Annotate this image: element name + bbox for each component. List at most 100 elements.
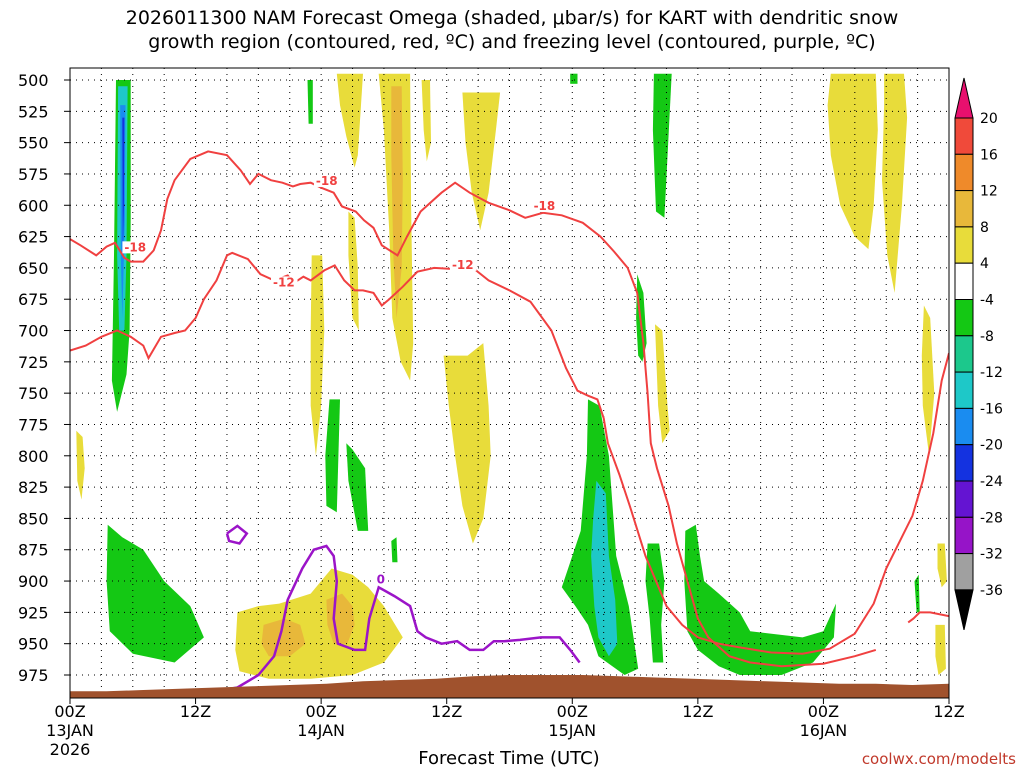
- colorbar-label-9: -20: [980, 438, 1003, 454]
- colorbar-label-0: 20: [980, 111, 998, 127]
- omega-negative-region-5: [307, 80, 313, 124]
- omega-positive-region-6: [310, 255, 325, 456]
- omega-negative-region-4: [106, 524, 204, 663]
- colorbar-box-13: [954, 553, 974, 591]
- omega-negative-region-10: [652, 73, 672, 218]
- temp-contour-0: [70, 150, 877, 668]
- x-tick-label-12: 12Z: [180, 702, 211, 721]
- temp-contour-1: [70, 251, 949, 655]
- y-tick-label-650: 650: [18, 259, 49, 278]
- omega-positive-region-0: [76, 430, 85, 500]
- x-tick-label-84: 12Z: [933, 702, 964, 721]
- x-tick-label-48: 00Z: [557, 702, 588, 721]
- omega-positive-region-9: [655, 324, 670, 444]
- colorbar-label-5: -4: [980, 293, 994, 309]
- colorbar-label-1: 16: [980, 147, 998, 163]
- y-tick-label-850: 850: [18, 509, 49, 528]
- y-tick-label-825: 825: [18, 478, 49, 497]
- colorbar-label-2: 12: [980, 184, 998, 200]
- freezing-contour-0: [200, 544, 581, 696]
- omega-negative-region-6: [325, 399, 340, 513]
- omega-positive-region-5: [348, 211, 359, 331]
- omega-positive-region-11: [882, 73, 908, 293]
- omega-positive-region-16: [261, 618, 306, 657]
- contour-label-0: -18: [316, 174, 338, 188]
- x-tick-date-72: 16JAN: [800, 721, 848, 740]
- contour-label-bg-0: [313, 174, 341, 187]
- contour-label-bg-2: [122, 241, 149, 254]
- contour-label-bg-3: [271, 276, 298, 289]
- contour-label-2: -18: [124, 240, 146, 254]
- colorbar-bottom-triangle: [954, 589, 974, 631]
- chart-title-line-1: 2026011300 NAM Forecast Omega (shaded, μ…: [126, 7, 899, 29]
- colorbar-label-7: -12: [980, 365, 1003, 381]
- x-tick-label-60: 12Z: [682, 702, 713, 721]
- plot-area: [70, 68, 949, 698]
- contour-label-bg-1: [531, 200, 559, 213]
- contour-label-bg-5: [374, 573, 387, 586]
- contour-label-bg-4: [449, 258, 477, 271]
- x-tick-date-24: 14JAN: [297, 721, 345, 740]
- freezing-level-contour: [200, 524, 581, 696]
- omega-negative-region-7: [346, 443, 369, 531]
- x-tick-date-48: 15JAN: [548, 721, 596, 740]
- omega-negative-region-9: [570, 73, 578, 84]
- omega-negative-region-15: [684, 524, 836, 675]
- contour-label-3: -12: [273, 275, 295, 289]
- colorbar-label-8: -16: [980, 401, 1003, 417]
- colorbar-top-triangle: [954, 77, 974, 119]
- y-tick-label-500: 500: [18, 71, 49, 90]
- omega-positive-region-13: [937, 543, 947, 588]
- colorbar-box-11: [954, 480, 974, 518]
- omega-shading-negative: [106, 73, 920, 675]
- contour-label-1: -18: [534, 199, 556, 213]
- credit-text: coolwx.com/modelts: [862, 750, 1016, 768]
- colorbar-box-6: [954, 299, 974, 337]
- y-tick-label-900: 900: [18, 572, 49, 591]
- x-tick-date-0: 13JAN: [46, 721, 94, 740]
- colorbar-label-4: 4: [980, 256, 989, 272]
- omega-positive-region-3: [391, 86, 403, 318]
- temp-contour-2: [907, 611, 949, 624]
- x-tick-year-0: 2026: [50, 740, 91, 759]
- x-axis-title: Forecast Time (UTC): [418, 748, 599, 768]
- y-tick-label-750: 750: [18, 384, 49, 403]
- contour-label-4: -12: [452, 258, 474, 272]
- x-tick-label-24: 00Z: [305, 702, 336, 721]
- omega-positive-region-12: [921, 305, 935, 456]
- y-tick-label-525: 525: [18, 102, 49, 121]
- y-tick-label-975: 975: [18, 666, 49, 685]
- y-tick-label-625: 625: [18, 228, 49, 247]
- omega-negative-region-14: [645, 543, 665, 663]
- omega-positive-region-17: [326, 593, 355, 644]
- omega-negative-region-3: [122, 117, 125, 256]
- colorbar-label-6: -8: [980, 329, 994, 345]
- colorbar-label-13: -36: [980, 583, 1003, 599]
- omega-positive-region-14: [935, 624, 946, 675]
- omega-positive-region-4: [421, 80, 431, 162]
- omega-positive-region-8: [462, 92, 501, 231]
- y-tick-label-950: 950: [18, 635, 49, 654]
- omega-negative-region-16: [914, 574, 920, 613]
- y-tick-label-700: 700: [18, 322, 49, 341]
- colorbar-box-8: [954, 371, 974, 409]
- y-tick-label-775: 775: [18, 415, 49, 434]
- colorbar-box-7: [954, 335, 974, 373]
- colorbar: 20 16 12 8 4 -4 -8 -12 -16 -20 -24 -28 -32 -36: [954, 77, 1003, 631]
- y-tick-label-925: 925: [18, 603, 49, 622]
- omega-shading-positive: [76, 73, 947, 679]
- x-tick-label-36: 12Z: [431, 702, 462, 721]
- y-axis: 500 525 550 575 600 625 650 675 700 725 750 775 800 8…: [18, 71, 70, 685]
- x-tick-label-72: 00Z: [808, 702, 839, 721]
- colorbar-box-1: [954, 117, 974, 155]
- colorbar-box-4: [954, 226, 974, 264]
- freezing-contour-1: [225, 524, 249, 545]
- x-tick-label-0: 00Z: [54, 702, 85, 721]
- colorbar-label-12: -32: [980, 547, 1003, 563]
- colorbar-box-12: [954, 516, 974, 555]
- colorbar-label-11: -28: [980, 510, 1003, 526]
- contour-label-5: 0: [377, 572, 385, 586]
- colorbar-box-2: [954, 153, 974, 192]
